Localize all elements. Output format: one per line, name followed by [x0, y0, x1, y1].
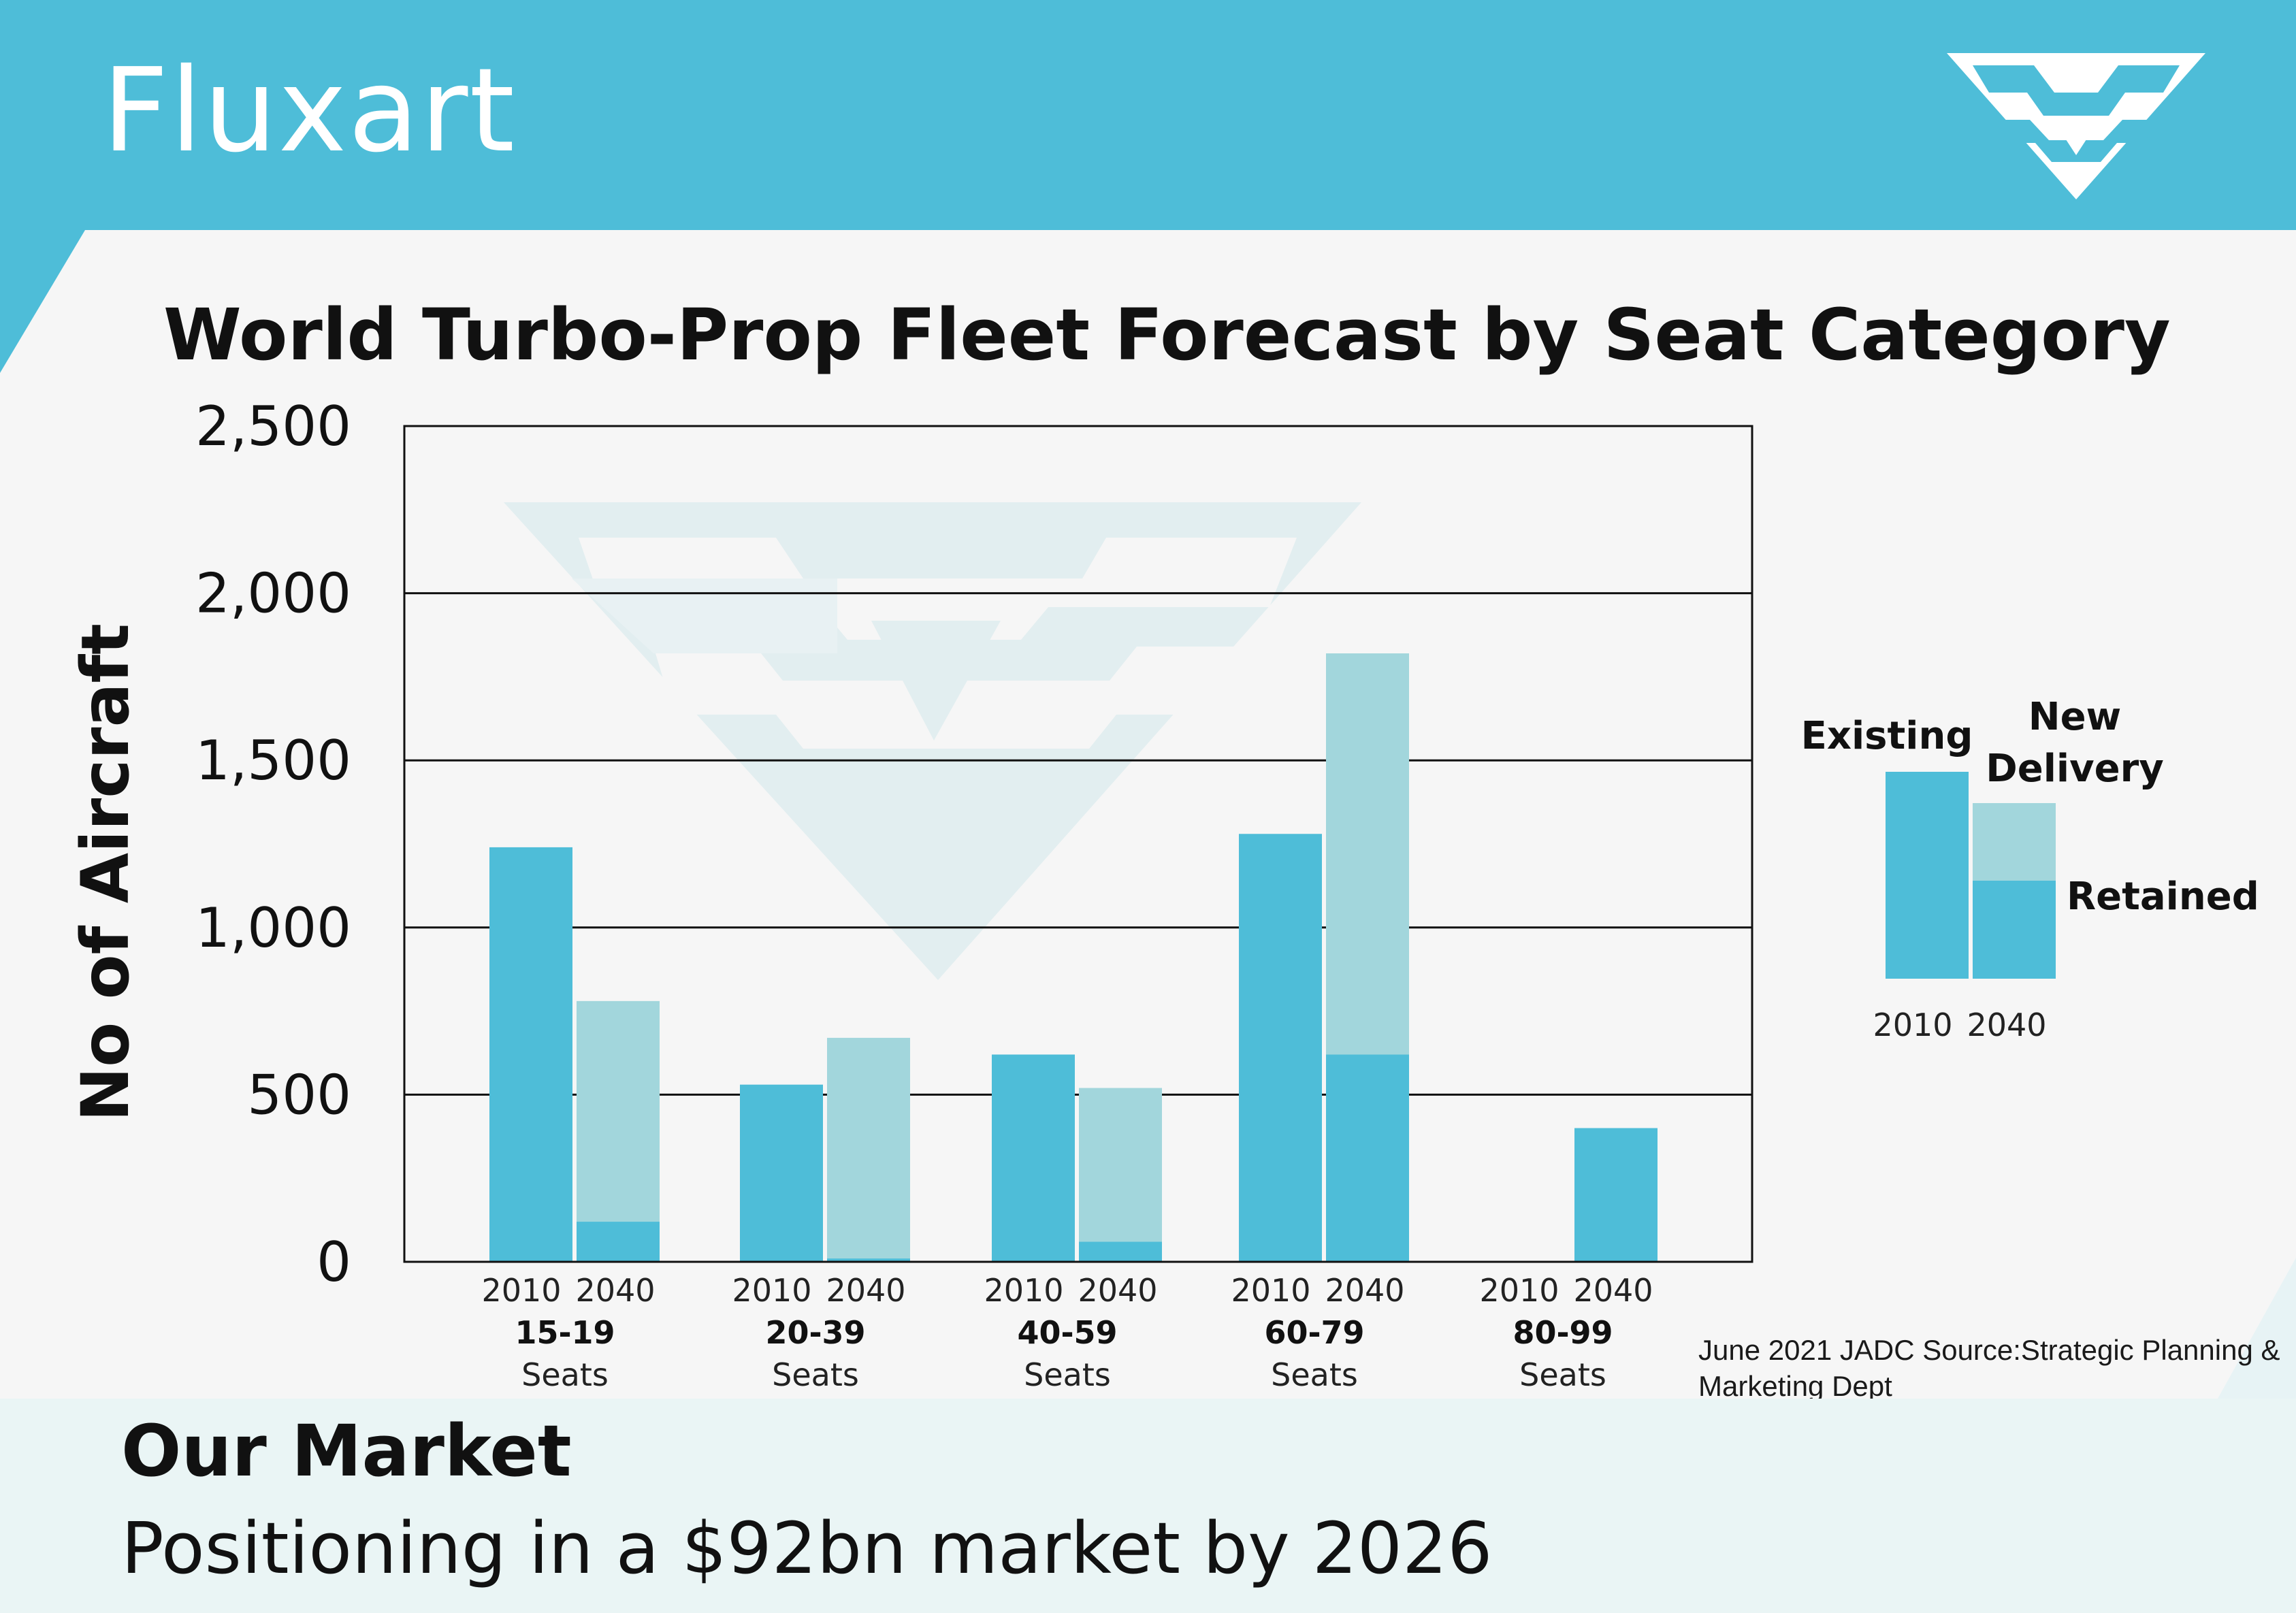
legend-new-delivery-label-line1: New: [2028, 695, 2122, 739]
market-title: Our Market: [121, 1410, 572, 1493]
chart-title: World Turbo-Prop Fleet Forecast by Seat …: [163, 293, 2171, 376]
x-category-range: 80-99: [1513, 1314, 1613, 1351]
x-category-range: 15-19: [515, 1314, 615, 1351]
chart-source-note: June 2021 JADC Source:Strategic Planning…: [1698, 1334, 2280, 1402]
chart-legend: Existing New Delivery Retained 2010 2040: [1801, 695, 2259, 1043]
x-year-label: 2010: [984, 1272, 1063, 1309]
x-year-label: 2010: [1231, 1272, 1310, 1309]
header-banner: [0, 0, 2296, 230]
x-year-label: 2040: [1078, 1272, 1157, 1309]
bar-existing-2010: [489, 847, 572, 1262]
x-category-range: 60-79: [1264, 1314, 1364, 1351]
x-year-label: 2040: [1573, 1272, 1653, 1309]
x-category-unit: Seats: [521, 1356, 609, 1393]
x-category-unit: Seats: [772, 1356, 859, 1393]
bar-new-delivery-2040: [577, 1000, 660, 1222]
y-axis-label: No of Aircraft: [67, 623, 144, 1122]
chart-watermark-icon: [504, 502, 1361, 980]
bar-retained-2040: [1079, 1241, 1162, 1262]
bar-existing-2010: [992, 1054, 1075, 1262]
bar-new-delivery-2040: [1079, 1088, 1162, 1242]
legend-existing-label: Existing: [1801, 714, 1973, 758]
bar-new-delivery-2040: [827, 1037, 910, 1259]
y-tick-label: 0: [317, 1231, 351, 1294]
plot-frame: [403, 425, 1753, 1263]
bar-retained-2040: [1326, 1054, 1409, 1262]
x-year-label: 2010: [1479, 1272, 1559, 1309]
legend-existing-swatch: [1886, 772, 1969, 979]
x-year-label: 2040: [575, 1272, 655, 1309]
bar-retained-2040: [577, 1222, 660, 1262]
legend-retained-swatch: [1973, 881, 2056, 979]
x-year-label: 2010: [732, 1272, 811, 1309]
bar-existing-2010: [740, 1084, 823, 1262]
x-category-unit: Seats: [1271, 1356, 1358, 1393]
legend-retained-label: Retained: [2067, 875, 2259, 919]
bar-retained-2040: [1574, 1128, 1658, 1262]
bar-existing-2010: [1239, 834, 1322, 1262]
x-category-unit: Seats: [1024, 1356, 1111, 1393]
x-year-label: 2040: [1325, 1272, 1404, 1309]
y-tick-label: 1,500: [195, 729, 351, 792]
bar-retained-2040: [827, 1258, 910, 1262]
x-year-label: 2040: [826, 1272, 905, 1309]
bar-new-delivery-2040: [1326, 653, 1409, 1055]
legend-year-a: 2010: [1873, 1007, 1952, 1043]
chart-bars: [489, 653, 1658, 1262]
y-tick-labels: 0 500 1,000 1,500 2,000 2,500: [195, 395, 351, 1294]
legend-new-delivery-swatch: [1973, 803, 2056, 881]
x-year-label: 2010: [481, 1272, 561, 1309]
x-category-unit: Seats: [1519, 1356, 1606, 1393]
y-tick-label: 2,000: [195, 562, 351, 625]
legend-year-b: 2040: [1967, 1007, 2046, 1043]
fluxart-chevron-logo-icon: [1947, 53, 2205, 199]
y-tick-label: 2,500: [195, 395, 351, 458]
y-tick-label: 1,000: [195, 896, 351, 960]
legend-new-delivery-label-line2: Delivery: [1986, 747, 2163, 791]
market-subtitle: Positioning in a $92bn market by 2026: [121, 1507, 1493, 1590]
x-axis-labels: 2010 2040 15-19 Seats 2010 2040 20-39 Seats 2010…: [481, 1272, 1653, 1393]
x-category-range: 40-59: [1017, 1314, 1117, 1351]
x-category-range: 20-39: [765, 1314, 865, 1351]
y-tick-label: 500: [247, 1063, 351, 1126]
brand-logo-text: Fluxart: [102, 44, 517, 178]
footer-band: [0, 1399, 2296, 1613]
